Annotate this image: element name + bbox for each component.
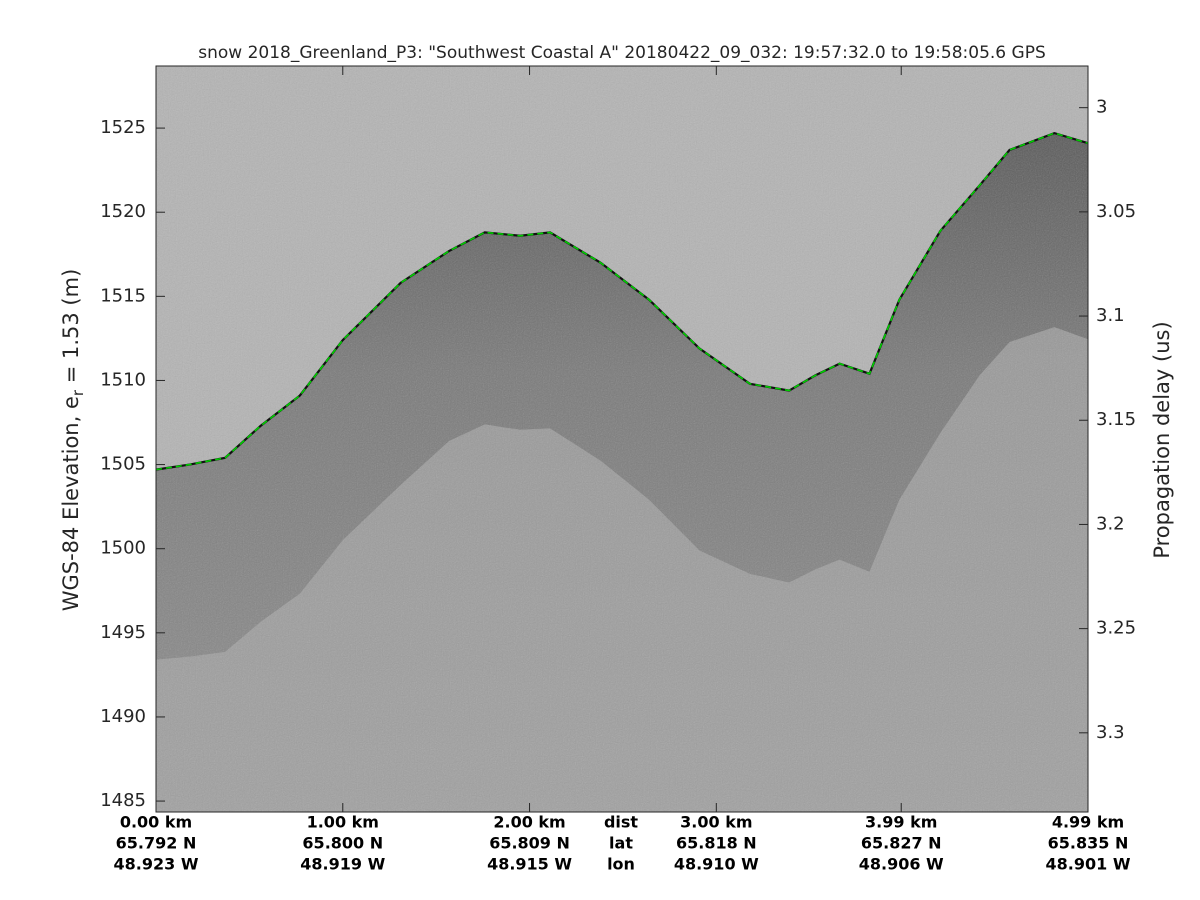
lat-label: 65.800 N <box>302 834 383 853</box>
y2-tick-label: 3.25 <box>1096 618 1136 639</box>
y-tick-label: 1525 <box>100 117 146 138</box>
row-label: lon <box>607 855 635 874</box>
y-tick-label: 1510 <box>100 369 146 390</box>
lon-label: 48.901 W <box>1046 855 1131 874</box>
y2-tick-label: 3.1 <box>1096 305 1125 326</box>
y2-axis-label: Propagation delay (us) <box>1150 321 1174 558</box>
lon-label: 48.906 W <box>859 855 944 874</box>
lon-label: 48.919 W <box>300 855 385 874</box>
y2-tick-label: 3.05 <box>1096 201 1136 222</box>
lat-label: 65.827 N <box>861 834 942 853</box>
lon-label: 48.915 W <box>487 855 572 874</box>
y2-tick-label: 3 <box>1096 97 1107 118</box>
lat-label: 65.818 N <box>676 834 757 853</box>
speckle <box>156 66 1088 812</box>
plot-area <box>155 66 1089 813</box>
y-tick-label: 1505 <box>100 454 146 475</box>
x-tick-label: 4.99 km <box>1052 813 1124 832</box>
y-tick-label: 1515 <box>100 285 146 306</box>
row-label: lat <box>609 834 633 853</box>
y-tick-label: 1485 <box>100 790 146 811</box>
chart-title: snow 2018_Greenland_P3: "Southwest Coast… <box>198 43 1046 63</box>
y2-tick-label: 3.3 <box>1096 722 1125 743</box>
y-label-part: WGS-84 Elevation, e <box>59 396 83 611</box>
x-tick-label: 2.00 km <box>493 813 565 832</box>
y-tick-label: 1500 <box>100 538 146 559</box>
lat-label: 65.809 N <box>489 834 570 853</box>
x-tick-label: 1.00 km <box>307 813 379 832</box>
y-tick-label: 1490 <box>100 706 146 727</box>
lon-label: 48.923 W <box>114 855 199 874</box>
y-label-subscript: r <box>69 389 87 396</box>
lon-label: 48.910 W <box>674 855 759 874</box>
lat-label: 65.792 N <box>116 834 197 853</box>
y-axis-label: WGS-84 Elevation, er = 1.53 (m) <box>59 269 87 612</box>
y2-tick-label: 3.15 <box>1096 409 1136 430</box>
x-tick-label: 3.99 km <box>865 813 937 832</box>
y-label-part: = 1.53 (m) <box>59 269 83 390</box>
lat-label: 65.835 N <box>1048 834 1129 853</box>
y2-tick-label: 3.2 <box>1096 513 1125 534</box>
y-tick-label: 1520 <box>100 201 146 222</box>
surface-line <box>155 132 1089 471</box>
y-tick-label: 1495 <box>100 622 146 643</box>
x-tick-label: 0.00 km <box>120 813 192 832</box>
axes-box <box>155 65 1089 813</box>
row-label: dist <box>604 813 638 832</box>
x-tick-label: 3.00 km <box>680 813 752 832</box>
